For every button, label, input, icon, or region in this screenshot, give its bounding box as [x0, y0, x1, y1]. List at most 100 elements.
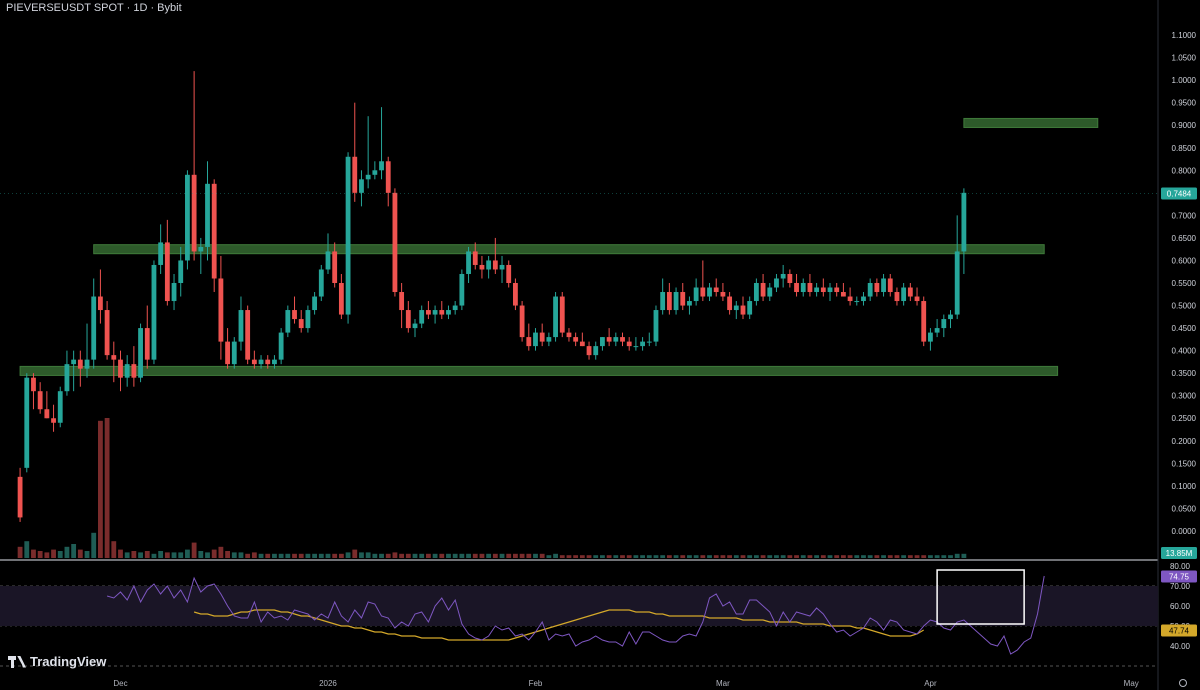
price-tick-label: 0.3500 — [1172, 369, 1197, 378]
candle-body — [312, 296, 318, 311]
candle-body — [787, 273, 793, 283]
candle-body — [84, 359, 90, 369]
volume-bar — [928, 555, 933, 558]
volume-bar — [479, 553, 485, 558]
candle-body — [171, 283, 177, 302]
price-tick-label: 0.2500 — [1172, 414, 1197, 423]
candle-body — [251, 359, 257, 365]
candle-body — [499, 264, 505, 270]
volume-bar — [606, 555, 612, 558]
candle-body — [961, 192, 967, 252]
candle-body — [245, 310, 251, 360]
volume-bar — [687, 555, 692, 558]
rsi-line — [106, 575, 1045, 655]
price-tick-label: 0.6000 — [1172, 256, 1197, 265]
candle-body — [158, 242, 164, 265]
volume-bar — [707, 555, 712, 558]
candle-body — [774, 278, 779, 288]
candle-body — [97, 296, 103, 311]
candle-body — [553, 296, 558, 338]
volume-bar — [486, 553, 492, 558]
candle-body — [673, 292, 679, 311]
candle-body — [666, 292, 672, 311]
candle-body — [579, 341, 585, 347]
candle-body — [372, 170, 378, 175]
candle-body — [144, 328, 150, 360]
volume-bar — [178, 552, 184, 558]
volume-bar — [258, 553, 264, 558]
candle-body — [185, 174, 190, 261]
candle-body — [258, 359, 264, 365]
candle-body — [626, 341, 632, 347]
time-tick-label: Dec — [113, 679, 127, 688]
last-price-badge: 0.7484 — [1167, 190, 1192, 199]
volume-bar — [452, 553, 458, 558]
price-tick-label: 1.1000 — [1172, 31, 1197, 40]
volume-bar — [124, 552, 130, 558]
volume-bar — [613, 555, 619, 558]
candle-body — [948, 314, 953, 320]
volume-bar — [633, 555, 639, 558]
candle-body — [392, 192, 398, 293]
candle-body — [178, 260, 184, 283]
candle-body — [211, 183, 217, 279]
time-tick-label: May — [1124, 679, 1139, 688]
volume-bar — [620, 555, 625, 558]
volume-bar — [118, 549, 123, 558]
candle-body — [104, 310, 110, 356]
volume-bar — [727, 555, 733, 558]
tradingview-watermark[interactable]: TradingView — [8, 654, 106, 669]
price-tick-label: 0.0000 — [1172, 527, 1197, 536]
volume-bar — [533, 553, 538, 558]
candle-body — [653, 310, 659, 342]
price-tick-label: 0.5000 — [1172, 302, 1197, 311]
volume-bar — [800, 555, 806, 558]
candle-body — [760, 283, 766, 297]
volume-bar — [419, 553, 425, 558]
volume-bar — [292, 553, 297, 558]
volume-bar — [787, 555, 793, 558]
volume-bar — [57, 551, 63, 558]
time-tick-label: Apr — [924, 679, 937, 688]
volume-bar — [164, 552, 170, 558]
volume-bar — [251, 552, 257, 558]
candle-body — [439, 310, 445, 315]
candle-body — [800, 283, 806, 293]
candle-body — [600, 337, 605, 347]
volume-bar — [700, 555, 706, 558]
candle-body — [305, 310, 311, 329]
candle-body — [533, 332, 538, 347]
volume-bar — [646, 555, 652, 558]
time-axis[interactable]: Dec 2026 Feb Mar Apr May — [113, 679, 1187, 688]
candle-body — [31, 377, 36, 392]
volume-bar — [104, 418, 110, 558]
candle-body — [218, 278, 224, 342]
volume-bar — [51, 549, 56, 558]
candle-body — [539, 332, 545, 342]
volume-bar — [519, 553, 525, 558]
volume-bar — [325, 553, 331, 558]
volume-bar — [399, 553, 405, 558]
candle-body — [513, 283, 518, 306]
candle-body — [238, 310, 244, 342]
candle-body — [727, 296, 733, 311]
volume-bar — [385, 553, 391, 558]
price-tick-label: 0.2000 — [1172, 437, 1197, 446]
candle-body — [77, 359, 83, 369]
rsi-tick-label: 80.00 — [1170, 562, 1191, 571]
price-tick-label: 0.9500 — [1172, 99, 1197, 108]
candle-body — [332, 251, 338, 283]
candle-body — [24, 377, 30, 468]
volume-bar — [948, 555, 953, 558]
volume-bar — [37, 551, 43, 558]
volume-bar — [760, 555, 766, 558]
candle-body — [827, 287, 833, 293]
volume-bar — [245, 553, 251, 558]
rsi-pane[interactable] — [0, 569, 1158, 655]
volume-bar — [285, 553, 291, 558]
volume-bar — [64, 546, 70, 558]
volume-bar — [211, 549, 217, 558]
volume-bar — [338, 553, 344, 558]
price-tick-label: 0.6500 — [1172, 234, 1197, 243]
